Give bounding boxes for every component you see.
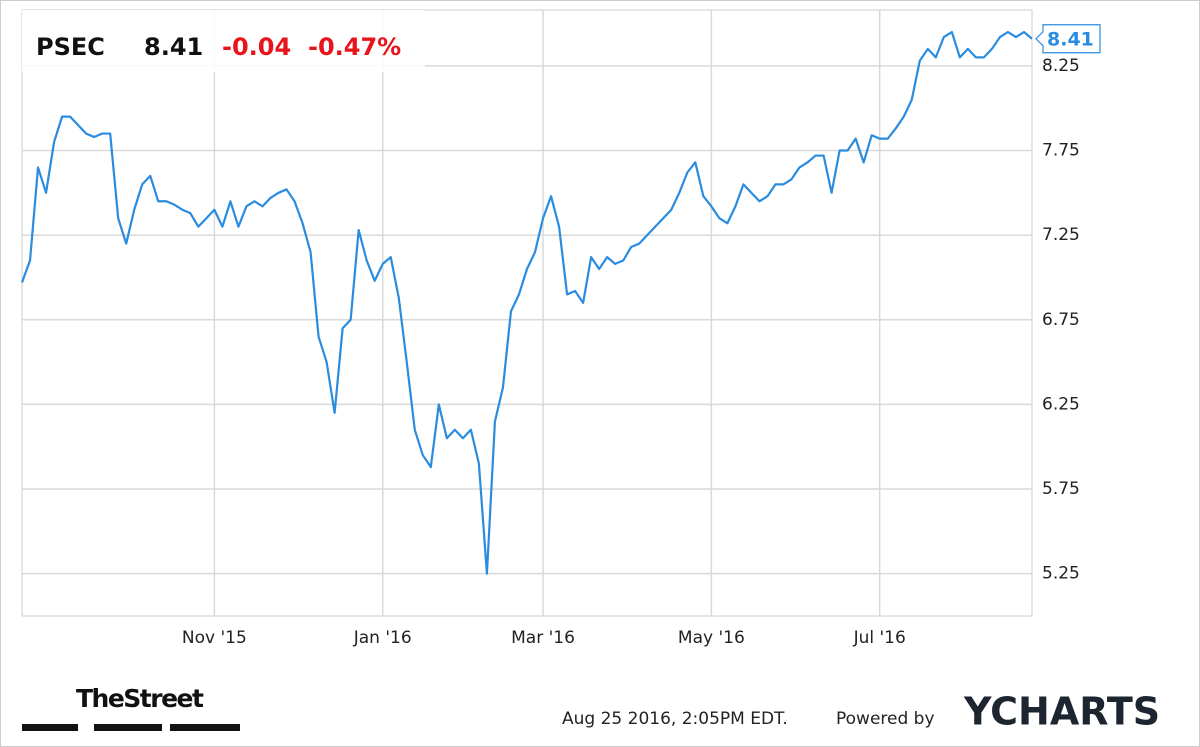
- last-value-box: [1035, 24, 1101, 54]
- plot-area: 5.25 5.75 6.25 6.75 7.25 7.75 8.25 Nov '15 Jan '…: [20, 9, 1080, 648]
- quote-box: [22, 10, 425, 72]
- price: 8.41: [144, 33, 203, 61]
- logo-bar: [170, 724, 240, 731]
- logo-bar: [22, 724, 78, 731]
- x-tick-label: Jan '16: [353, 628, 412, 648]
- symbol: PSEC: [36, 33, 105, 61]
- brand-logo: TheStreet: [76, 684, 204, 713]
- x-tick-label: May '16: [678, 628, 745, 648]
- x-tick-label: Nov '15: [182, 628, 247, 648]
- y-tick-label: 6.75: [1042, 310, 1080, 330]
- logo-bar: [94, 724, 162, 731]
- x-tick-label: Mar '16: [511, 628, 575, 648]
- change-percent: -0.47%: [308, 33, 401, 61]
- change: -0.04: [222, 33, 291, 61]
- y-tick-label: 5.75: [1042, 479, 1080, 499]
- provider-logo: YCHARTS: [963, 690, 1160, 734]
- x-tick-label: Jul '16: [853, 628, 906, 648]
- price-line: [20, 30, 1033, 575]
- y-tick-label: 6.25: [1042, 394, 1080, 414]
- y-tick-label: 7.25: [1042, 225, 1080, 245]
- plot-background: [21, 9, 1033, 617]
- powered-by: Powered by: [836, 709, 935, 729]
- y-tick-label: 8.25: [1042, 56, 1080, 76]
- last-value-label: 8.41: [1047, 28, 1094, 50]
- y-tick-label: 5.25: [1042, 564, 1080, 584]
- y-tick-label: 7.75: [1042, 140, 1080, 160]
- timestamp: Aug 25 2016, 2:05PM EDT.: [562, 709, 788, 729]
